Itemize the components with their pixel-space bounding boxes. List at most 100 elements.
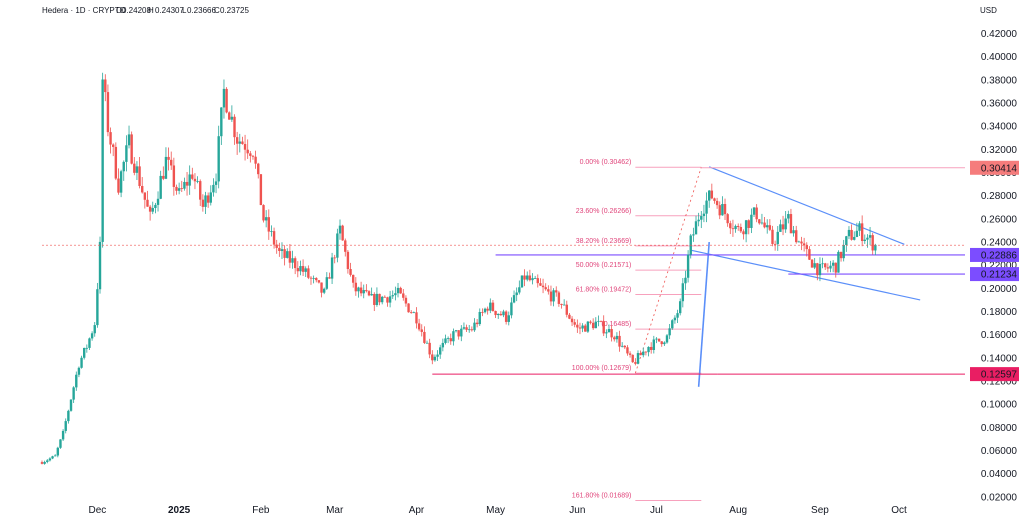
candle-body (557, 292, 561, 304)
open-label: O (116, 6, 122, 15)
candle-body (663, 342, 666, 345)
trendlines[interactable] (432, 166, 965, 387)
y-tick-label: 0.18000 (981, 307, 1018, 318)
candle-body (325, 277, 329, 289)
candle-body (792, 230, 795, 234)
candle-body (336, 233, 339, 258)
candle-body (866, 237, 869, 240)
x-tick-label: Apr (409, 505, 425, 516)
candle-body (863, 239, 866, 241)
candle-body (737, 225, 740, 227)
candle-body (729, 223, 732, 229)
candle-body (776, 231, 779, 245)
candle-body (544, 287, 547, 290)
candle-body (61, 430, 65, 440)
fibonacci-retracement[interactable]: 0.00% (0.30462) 23.60% (0.26266) 38.20% (0… (572, 159, 702, 501)
candle-body (254, 156, 257, 164)
candle-body (286, 251, 289, 258)
candle-body (135, 166, 139, 173)
candle-body (141, 185, 144, 193)
candle-body (156, 198, 160, 205)
candle-body (278, 247, 281, 251)
candle-body (441, 342, 445, 348)
candle-body (734, 225, 737, 230)
candle-body (151, 208, 154, 212)
candle-body (72, 387, 75, 400)
candle-body (146, 199, 149, 207)
candle-body (649, 346, 653, 350)
candle-body (243, 144, 247, 150)
y-axis: 0.42000 0.40000 0.38000 0.36000 0.34000 0.320… (981, 29, 1018, 503)
candle-body (56, 447, 60, 456)
fib-level-label: 0.00% (0.30462) (580, 159, 632, 166)
candle-body (810, 259, 814, 268)
impulse-trendline[interactable] (697, 241, 710, 387)
candle-body (781, 224, 785, 230)
candle-body (204, 195, 207, 207)
lower-wedge-line[interactable] (690, 249, 921, 301)
candle-body (839, 251, 843, 259)
candle-body (789, 214, 793, 234)
x-tick-label: Jun (569, 505, 585, 516)
candle-body (80, 357, 83, 368)
candle-body (607, 329, 611, 333)
candle-body (671, 320, 674, 329)
candle-body (697, 219, 700, 222)
candle-body (378, 293, 381, 303)
fib-level-label: 100.00% (0.12679) (572, 365, 632, 372)
candle-body (264, 217, 268, 221)
candle-body (454, 330, 458, 332)
y-tick-label: 0.06000 (981, 446, 1018, 457)
candle-body (842, 245, 845, 259)
candle-body (858, 223, 861, 231)
candle-body (660, 341, 663, 345)
fib-anchor-line (634, 167, 702, 374)
candle-body (853, 236, 856, 240)
candle-body (109, 132, 112, 145)
candle-body (85, 347, 89, 349)
candle-body (818, 264, 822, 276)
close-value: 0.23725 (220, 6, 249, 15)
candle-body (230, 116, 234, 120)
candle-body (270, 231, 273, 232)
candle-body (489, 302, 492, 311)
candle-body (465, 327, 468, 330)
candle-body (512, 295, 516, 303)
candle-body (444, 338, 447, 343)
candle-body (404, 297, 408, 304)
candle-body (779, 224, 782, 232)
candle-body (874, 244, 877, 251)
candle-body (676, 313, 679, 318)
candle-body (642, 351, 645, 356)
candle-body (713, 198, 716, 201)
candle-body (220, 107, 223, 137)
candle-body (576, 324, 579, 328)
candle-body (584, 325, 587, 332)
candle-body (470, 329, 474, 331)
candle-body (233, 116, 236, 138)
candle-body (581, 325, 584, 329)
candle-body (763, 222, 766, 228)
candle-body (291, 258, 294, 263)
candle-body (322, 288, 326, 293)
candle-body (589, 321, 592, 323)
candle-body (98, 241, 102, 290)
candle-body (299, 266, 302, 272)
candle-body (681, 283, 685, 302)
candle-body (320, 282, 323, 293)
y-tick-label: 0.12000 (981, 377, 1018, 388)
upper-wedge-line[interactable] (708, 166, 905, 245)
candle-body (341, 225, 344, 241)
candle-body (845, 236, 848, 246)
candle-body (644, 351, 648, 353)
candle-body (164, 156, 168, 179)
candle-body (773, 243, 777, 245)
candle-body (813, 263, 816, 268)
candle-body (457, 330, 460, 337)
high-value: 0.24307 (155, 6, 184, 15)
candle-body (185, 181, 189, 186)
candle-body (668, 328, 671, 336)
candle-body (805, 245, 808, 250)
candle-body (362, 290, 365, 294)
